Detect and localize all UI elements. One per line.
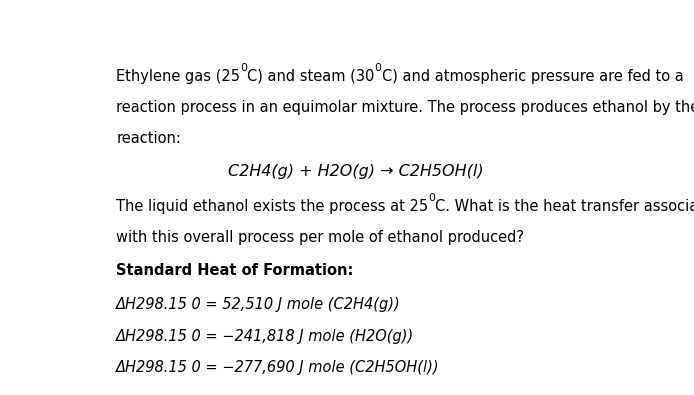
Text: C2H4(g) + H2O(g) → C2H5OH(l): C2H4(g) + H2O(g) → C2H5OH(l) (228, 164, 484, 179)
Text: ΔH298.15 0 = −241,818 J mole (H2O(g)): ΔH298.15 0 = −241,818 J mole (H2O(g)) (117, 329, 414, 344)
Text: 0: 0 (428, 193, 435, 203)
Text: reaction process in an equimolar mixture. The process produces ethanol by the: reaction process in an equimolar mixture… (117, 100, 694, 115)
Text: C. What is the heat transfer associated: C. What is the heat transfer associated (435, 199, 694, 214)
Text: C) and atmospheric pressure are fed to a: C) and atmospheric pressure are fed to a (382, 69, 684, 84)
Text: with this overall process per mole of ethanol produced?: with this overall process per mole of et… (117, 230, 525, 245)
Text: 0: 0 (375, 63, 382, 73)
Text: C) and steam (30: C) and steam (30 (247, 69, 375, 84)
Text: 0: 0 (240, 63, 247, 73)
Text: Ethylene gas (25: Ethylene gas (25 (117, 69, 240, 84)
Text: ΔH298.15 0 = −277,690 J mole (C2H5OH(l)): ΔH298.15 0 = −277,690 J mole (C2H5OH(l)) (117, 360, 440, 375)
Text: The liquid ethanol exists the process at 25: The liquid ethanol exists the process at… (117, 199, 428, 214)
Text: Standard Heat of Formation:: Standard Heat of Formation: (117, 263, 354, 278)
Text: reaction:: reaction: (117, 132, 181, 146)
Text: ΔH298.15 0 = 52,510 J mole (C2H4(g)): ΔH298.15 0 = 52,510 J mole (C2H4(g)) (117, 297, 401, 312)
